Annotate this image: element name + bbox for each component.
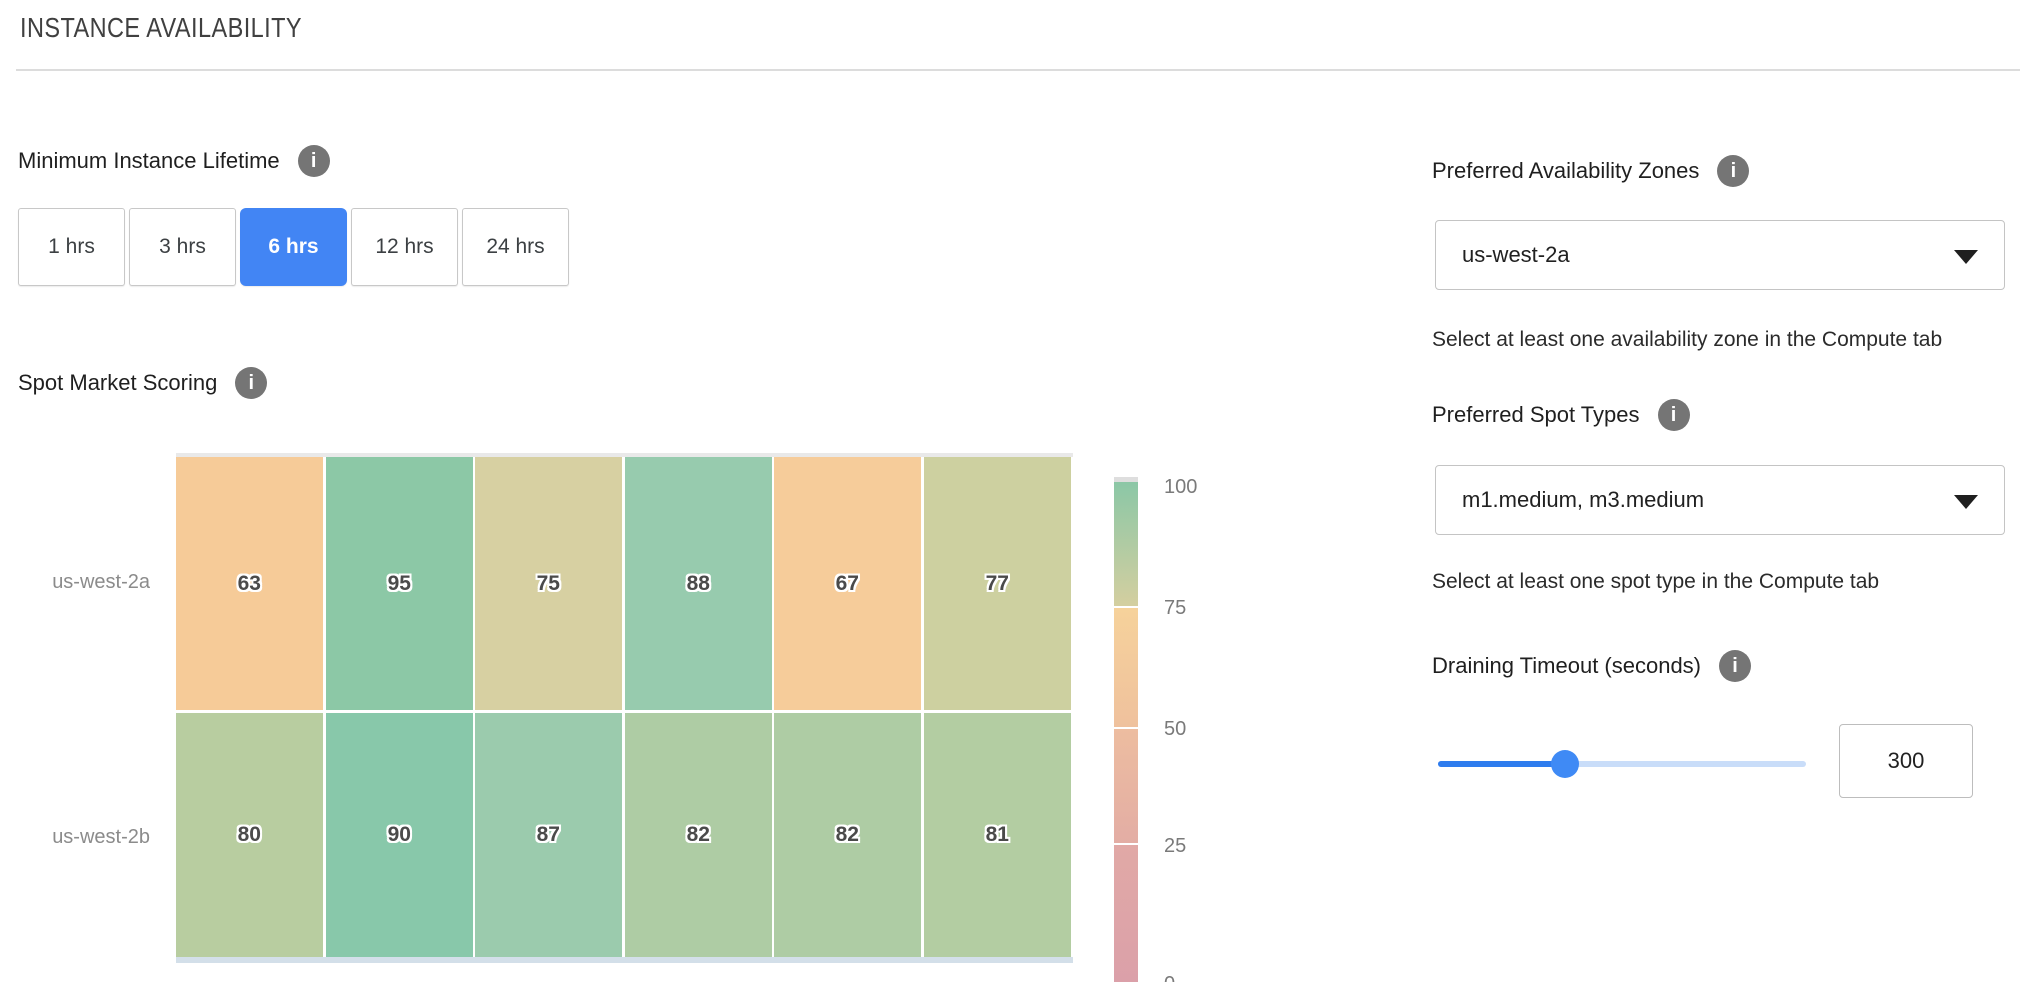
spot-market-scoring-row: Spot Market Scoring i: [18, 367, 268, 399]
info-icon[interactable]: i: [297, 145, 330, 177]
heatmap-cell: 95: [326, 457, 473, 710]
lifetime-option-12-hrs[interactable]: 12 hrs: [351, 208, 458, 286]
heatmap-cell-value: 80: [237, 823, 261, 846]
heatmap-cell: 75: [475, 457, 622, 710]
heatmap-row-us-west-2b: 80 90 87 82 82 81: [176, 713, 1073, 957]
preferred-spot-types-row: Preferred Spot Types i: [1432, 399, 1690, 431]
colorbar-tick: 75: [1164, 597, 1187, 619]
heatmap-cell: 81: [924, 713, 1071, 957]
spot-market-scoring-label: Spot Market Scoring: [18, 370, 218, 395]
preferred-spot-types-dropdown[interactable]: m1.medium, m3.medium: [1435, 465, 2005, 535]
info-icon[interactable]: i: [1657, 399, 1690, 431]
heatmap-cell: 77: [924, 457, 1071, 710]
colorbar-tick: 100: [1164, 476, 1198, 498]
heatmap-cell-value: 88: [686, 571, 710, 595]
heatmap-colorbar: [1114, 477, 1138, 982]
lifetime-button-group: 1 hrs 3 hrs 6 hrs 12 hrs 24 hrs: [18, 208, 569, 286]
heatmap-row-us-west-2a: 63 95 75 88 67 77: [176, 457, 1073, 710]
heatmap-top-border: [176, 453, 1073, 457]
heatmap-cell-value: 87: [536, 823, 560, 846]
page-title: INSTANCE AVAILABILITY: [20, 12, 303, 43]
preferred-spot-types-label: Preferred Spot Types: [1432, 402, 1640, 427]
spot-market-scoring-heatmap: 63 95 75 88 67 77 80 90 87 82 82 81: [176, 453, 1073, 965]
colorbar-segment: [1114, 729, 1138, 843]
chevron-down-icon: [1954, 250, 1978, 264]
minimum-instance-lifetime-label: Minimum Instance Lifetime: [18, 148, 280, 173]
heatmap-cell: 80: [176, 713, 323, 957]
heatmap-cell: 88: [625, 457, 772, 710]
header-divider: [16, 69, 2020, 71]
chevron-down-icon: [1954, 495, 1978, 509]
heatmap-cell: 82: [625, 713, 772, 957]
colorbar-segment: [1114, 482, 1138, 606]
heatmap-cell-value: 77: [985, 571, 1009, 595]
preferred-spot-types-helper: Select at least one spot type in the Com…: [1432, 570, 1880, 593]
heatmap-cell-value: 90: [387, 823, 411, 846]
heatmap-row-label: us-west-2a: [52, 571, 150, 593]
heatmap-cell: 67: [774, 457, 921, 710]
info-icon[interactable]: i: [1719, 650, 1752, 682]
colorbar-segment: [1114, 845, 1138, 982]
draining-timeout-label: Draining Timeout (seconds): [1432, 653, 1702, 678]
colorbar-segment: [1114, 608, 1138, 727]
preferred-azs-row: Preferred Availability Zones i: [1432, 155, 1750, 187]
heatmap-cell-value: 63: [237, 571, 261, 595]
draining-timeout-slider[interactable]: [1438, 750, 1806, 778]
heatmap-cell: 82: [774, 713, 921, 957]
heatmap-cell: 63: [176, 457, 323, 710]
preferred-azs-dropdown[interactable]: us-west-2a: [1435, 220, 2005, 290]
info-icon[interactable]: i: [235, 367, 268, 399]
slider-thumb[interactable]: [1550, 750, 1579, 778]
lifetime-option-3-hrs[interactable]: 3 hrs: [129, 208, 236, 286]
slider-fill: [1438, 761, 1565, 767]
heatmap-cell-value: 95: [387, 571, 411, 595]
preferred-azs-value: us-west-2a: [1462, 242, 1570, 267]
preferred-azs-helper: Select at least one availability zone in…: [1432, 328, 1943, 351]
lifetime-option-1-hrs[interactable]: 1 hrs: [18, 208, 125, 286]
preferred-azs-label: Preferred Availability Zones: [1432, 158, 1700, 183]
info-icon[interactable]: i: [1717, 155, 1750, 187]
colorbar-tick: 25: [1164, 835, 1187, 857]
draining-timeout-row: Draining Timeout (seconds) i: [1432, 650, 1752, 682]
preferred-spot-types-value: m1.medium, m3.medium: [1462, 487, 1705, 512]
lifetime-option-6-hrs[interactable]: 6 hrs: [240, 208, 347, 286]
heatmap-cell-value: 67: [835, 571, 859, 595]
heatmap-row-label: us-west-2b: [52, 826, 150, 848]
minimum-instance-lifetime-row: Minimum Instance Lifetime i: [18, 145, 330, 177]
heatmap-cell-value: 82: [835, 823, 859, 846]
heatmap-cell-value: 75: [536, 571, 560, 595]
colorbar-tick: 0: [1164, 972, 1234, 982]
heatmap-cell: 90: [326, 713, 473, 957]
heatmap-bottom-border: [176, 957, 1073, 963]
colorbar-cap: [1114, 477, 1138, 482]
colorbar-tick: 50: [1164, 718, 1187, 740]
heatmap-cell: 87: [475, 713, 622, 957]
heatmap-cell-value: 81: [985, 823, 1009, 846]
draining-timeout-input[interactable]: [1839, 724, 1973, 798]
heatmap-cell-value: 82: [686, 823, 710, 846]
lifetime-option-24-hrs[interactable]: 24 hrs: [462, 208, 569, 286]
